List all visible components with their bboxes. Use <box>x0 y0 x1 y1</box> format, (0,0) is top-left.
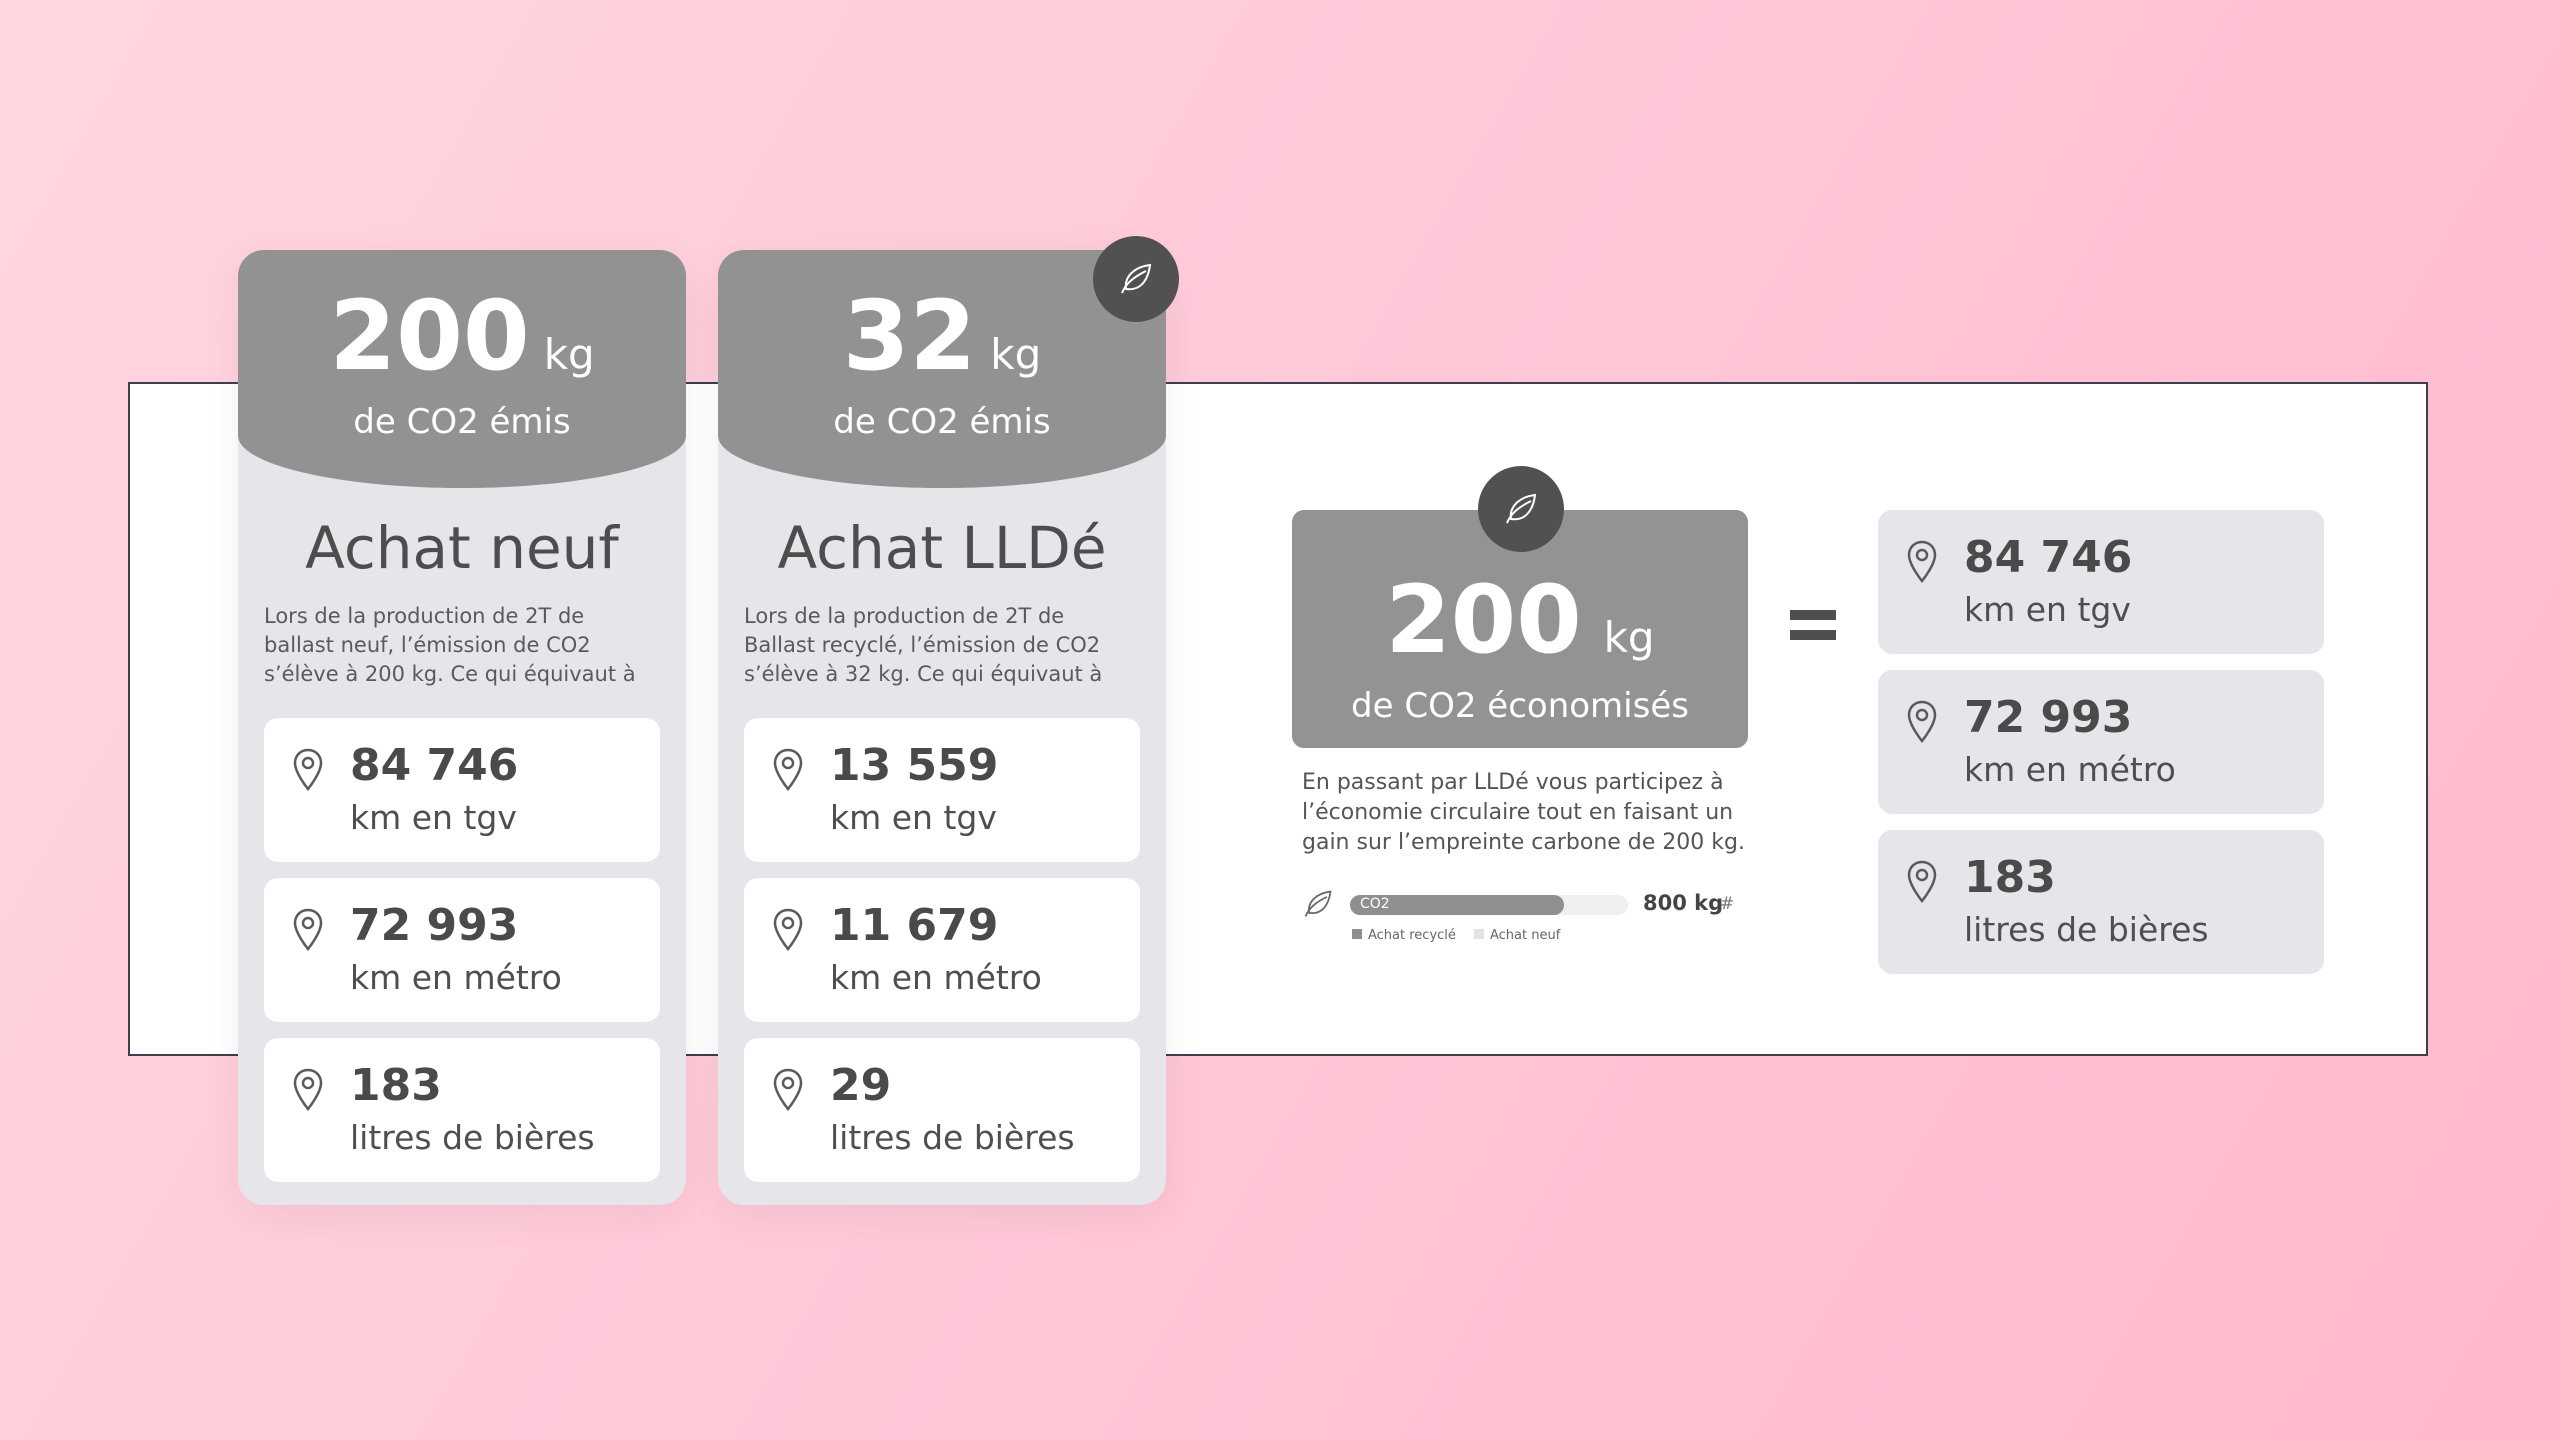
stat-tile: 72 993 km en métro <box>264 878 660 1022</box>
legend-item: Achat neuf <box>1474 928 1560 943</box>
stat-value: 72 993 <box>1964 692 2133 743</box>
location-pin-icon <box>773 1068 803 1111</box>
savings-unit: kg <box>1603 613 1655 662</box>
location-pin-icon <box>773 748 803 791</box>
card-description: Lors de la production de 2T de ballast n… <box>264 604 636 686</box>
co2-bar-fill <box>1350 895 1565 915</box>
emission-subtitle: de CO2 émis <box>833 402 1051 442</box>
stat-label: km en métro <box>830 958 1042 997</box>
leaf-icon <box>1121 263 1152 294</box>
legend-swatch <box>1352 929 1362 939</box>
savings-value-row: 200 kg <box>1292 574 1748 668</box>
savings-value: 200 <box>1385 566 1582 675</box>
stat-label: km en tgv <box>830 798 997 837</box>
stat-tile: 183 litres de bières <box>264 1038 660 1182</box>
location-pin-icon <box>773 908 803 951</box>
stat-label: litres de bières <box>830 1118 1075 1157</box>
stat-tile: 13 559 km en tgv <box>744 718 1140 862</box>
stat-label: km en tgv <box>350 798 517 837</box>
stat-tile: 84 746 km en tgv <box>264 718 660 862</box>
stat-value: 11 679 <box>830 900 999 951</box>
card-achat-neuf: 200 kg de CO2 émis Achat neuf Lors de la … <box>238 250 686 1205</box>
location-pin-icon <box>1907 860 1937 903</box>
legend-label: Achat recyclé <box>1368 928 1456 943</box>
savings-subtitle: de CO2 économisés <box>1351 686 1689 726</box>
co2-total: 800 kg <box>1643 891 1724 915</box>
location-pin-icon <box>293 748 323 791</box>
emission-unit: kg <box>543 330 595 379</box>
co2-bar-label: CO2 <box>1360 896 1390 912</box>
stat-label: litres de bières <box>1964 910 2209 949</box>
hash-icon: # <box>1720 894 1735 914</box>
card-achat-llde: 32 kg de CO2 émis Achat LLDé Lors de la p… <box>718 250 1166 1205</box>
emission-subtitle: de CO2 émis <box>353 402 571 442</box>
leaf-icon <box>1304 890 1332 917</box>
savings-leaf-badge <box>1478 466 1564 552</box>
stat-value: 84 746 <box>1964 532 2133 583</box>
stat-value: 183 <box>1964 852 2056 903</box>
location-pin-icon <box>293 908 323 951</box>
stat-label: km en tgv <box>1964 590 2131 629</box>
equals-icon <box>1790 610 1836 640</box>
stat-label: litres de bières <box>350 1118 595 1157</box>
emission-value-row: 200 kg <box>238 288 686 384</box>
location-pin-icon <box>1907 700 1937 743</box>
location-pin-icon <box>1907 540 1937 583</box>
stat-label: km en métro <box>1964 750 2176 789</box>
stat-label: km en métro <box>350 958 562 997</box>
emission-value-row: 32 kg <box>718 288 1166 384</box>
stat-value: 29 <box>830 1060 892 1111</box>
emission-value: 200 <box>329 280 530 392</box>
card-header: 32 kg de CO2 émis <box>718 250 1166 488</box>
stat-value: 72 993 <box>350 900 519 951</box>
stat-tile: 11 679 km en métro <box>744 878 1140 1022</box>
legend-item: Achat recyclé <box>1352 928 1456 943</box>
stat-tile: 84 746 km en tgv <box>1878 510 2324 654</box>
card-description: Lors de la production de 2T de Ballast r… <box>744 604 1103 686</box>
savings-description: En passant par LLDé vous participez à l’… <box>1302 770 1745 855</box>
emission-unit: kg <box>990 330 1042 379</box>
legend-swatch <box>1474 929 1484 939</box>
leaf-badge <box>1093 236 1179 322</box>
card-title: Achat neuf <box>305 514 619 582</box>
co2-bar-track: CO2 <box>1350 895 1628 915</box>
stat-tile: 72 993 km en métro <box>1878 670 2324 814</box>
card-title: Achat LLDé <box>777 514 1107 582</box>
stat-tile: 183 litres de bières <box>1878 830 2324 974</box>
emission-value: 32 <box>842 280 977 392</box>
location-pin-icon <box>293 1068 323 1111</box>
leaf-icon <box>1506 493 1537 524</box>
stat-value: 13 559 <box>830 740 999 791</box>
stat-value: 84 746 <box>350 740 519 791</box>
stat-tile: 29 litres de bières <box>744 1038 1140 1182</box>
card-header: 200 kg de CO2 émis <box>238 250 686 488</box>
stat-value: 183 <box>350 1060 442 1111</box>
legend-label: Achat neuf <box>1490 928 1561 943</box>
